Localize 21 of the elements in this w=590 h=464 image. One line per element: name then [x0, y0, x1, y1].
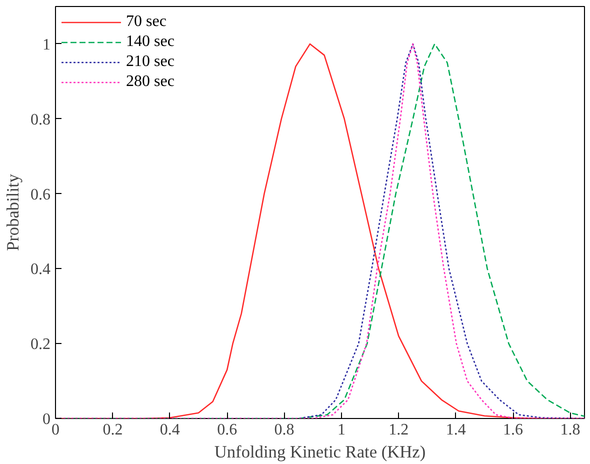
y-tick-label: 0: [42, 411, 50, 428]
x-tick-label: 0.4: [160, 422, 180, 438]
legend-label: 280 sec: [126, 73, 174, 91]
x-tick-label: 1.6: [503, 422, 524, 438]
legend-label: 140 sec: [126, 33, 174, 51]
y-tick-label: 0.2: [30, 336, 50, 354]
x-tick-label: 0.8: [274, 422, 294, 438]
x-tick-label: 1: [337, 422, 346, 438]
x-tick-label: 1.2: [388, 422, 409, 438]
x-tick-label: 0.6: [217, 422, 238, 438]
y-tick-label: 0.8: [30, 111, 50, 128]
y-axis-title: Probability: [4, 174, 22, 252]
y-tick-label: 0.6: [30, 186, 50, 204]
legend-label: 70 sec: [126, 13, 166, 31]
x-tick-label: 1.8: [560, 422, 580, 438]
x-tick-label: 1.4: [446, 422, 466, 438]
y-tick-label: 1: [42, 36, 50, 54]
y-tick-label: 0.4: [30, 261, 50, 278]
legend-label: 210 sec: [126, 53, 174, 71]
x-tick-label: 0.2: [102, 422, 123, 438]
x-axis-title: Unfolding Kinetic Rate (KHz): [214, 442, 426, 462]
